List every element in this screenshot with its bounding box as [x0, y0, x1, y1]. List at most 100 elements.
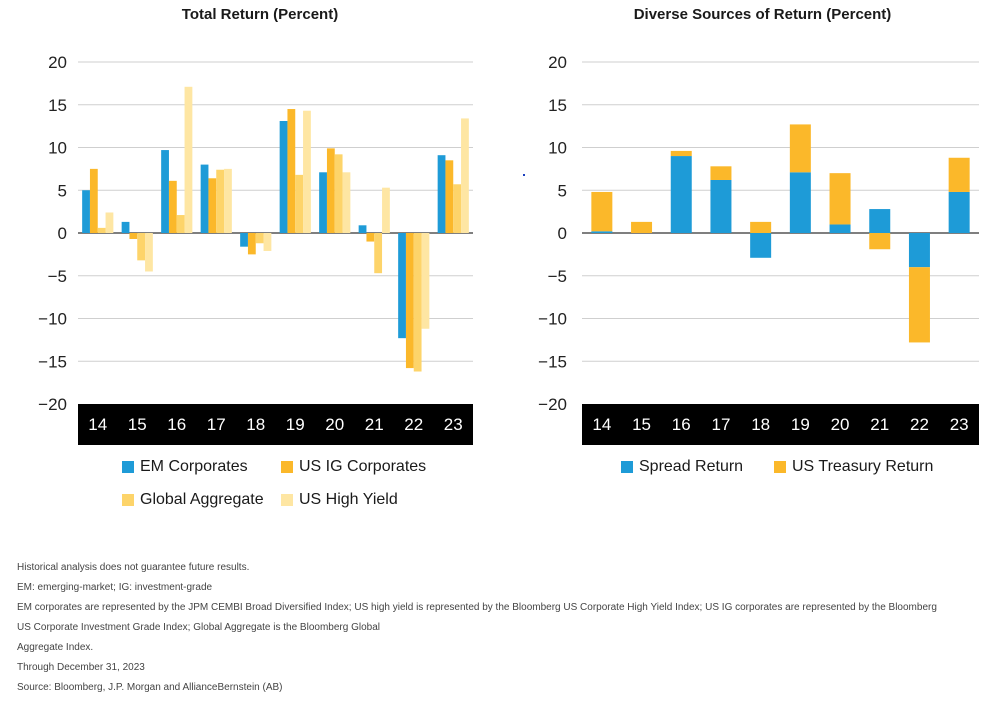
y-tick-label: 0: [58, 224, 67, 243]
bar-us-ig-corporates: [287, 109, 296, 233]
footnote-line: US Corporate Investment Grade Index; Glo…: [17, 622, 380, 633]
y-tick-label: 15: [548, 96, 567, 115]
y-tick-label: 5: [558, 181, 567, 200]
bar-us-high-yield: [224, 168, 232, 233]
y-tick-label: 20: [548, 53, 567, 72]
bar-us-treasury-return: [631, 221, 653, 233]
x-tick-label: 22: [404, 415, 423, 434]
x-tick-label: 18: [246, 415, 265, 434]
y-tick-label: −15: [538, 352, 567, 371]
bar-em-corporates: [121, 221, 130, 233]
legend-item-us-ig-corporates: US IG Corporates: [281, 458, 426, 476]
x-tick-label: 15: [128, 415, 147, 434]
bar-us-high-yield: [184, 86, 193, 233]
bar-us-high-yield: [105, 212, 114, 233]
bar-em-corporates: [279, 120, 288, 233]
y-tick-label: −15: [38, 352, 67, 371]
bar-global-aggregate: [295, 174, 304, 233]
x-tick-label: 19: [286, 415, 305, 434]
legend-swatch-spread-return: [621, 461, 633, 473]
legend-item-us-treasury-return: US Treasury Return: [774, 458, 933, 476]
legend-label: US High Yield: [299, 491, 398, 508]
x-tick-label: 19: [791, 415, 810, 434]
bar-spread-return: [591, 231, 613, 233]
y-tick-label: 5: [58, 181, 67, 200]
y-tick-label: 0: [558, 224, 567, 243]
y-tick-label: 10: [48, 139, 67, 158]
bar-us-ig-corporates: [247, 233, 256, 255]
bar-us-ig-corporates: [405, 233, 414, 369]
y-tick-label: 10: [548, 139, 567, 158]
y-tick-label: −20: [38, 395, 67, 414]
legend-swatch-global-aggregate: [122, 494, 134, 506]
bar-us-treasury-return: [710, 166, 732, 180]
y-tick-label: −10: [538, 310, 567, 329]
bar-em-corporates: [319, 172, 327, 233]
x-tick-label: 20: [831, 415, 850, 434]
bar-us-ig-corporates: [208, 178, 217, 233]
bar-us-treasury-return: [908, 267, 930, 343]
bar-global-aggregate: [97, 227, 106, 233]
x-axis-band: [78, 404, 473, 445]
bar-em-corporates: [437, 155, 446, 233]
bar-global-aggregate: [453, 184, 462, 233]
x-tick-label: 18: [751, 415, 770, 434]
left-chart-title: Total Return (Percent): [181, 6, 339, 23]
legend-label: US IG Corporates: [299, 458, 427, 475]
bar-us-ig-corporates: [89, 168, 98, 233]
footnote-line: Through December 31, 2023: [17, 662, 145, 673]
bar-us-ig-corporates: [168, 180, 177, 233]
bar-spread-return: [670, 156, 692, 233]
bar-us-ig-corporates: [366, 233, 375, 242]
y-tick-label: −20: [538, 395, 567, 414]
bar-us-treasury-return: [869, 233, 891, 250]
bar-spread-return: [948, 191, 970, 233]
footnote-line: Aggregate Index.: [17, 642, 94, 653]
bar-us-treasury-return: [670, 150, 692, 157]
bar-us-ig-corporates: [326, 148, 335, 233]
y-tick-label: −5: [48, 267, 67, 286]
bar-global-aggregate: [334, 154, 343, 233]
legend-swatch-us-ig-corporates: [281, 461, 293, 473]
bar-us-high-yield: [421, 233, 430, 329]
stray-dot: [523, 174, 525, 176]
x-tick-label: 21: [365, 415, 384, 434]
y-tick-label: 15: [48, 96, 67, 115]
bar-spread-return: [908, 233, 930, 268]
bar-us-treasury-return: [591, 191, 613, 232]
legend-item-global-aggregate: Global Aggregate: [122, 491, 264, 509]
bar-spread-return: [750, 233, 772, 258]
bar-us-treasury-return: [948, 157, 970, 192]
legend-swatch-em-corporates: [122, 461, 134, 473]
bar-us-high-yield: [263, 233, 272, 251]
bar-spread-return: [829, 224, 851, 233]
bar-global-aggregate: [216, 169, 225, 233]
x-tick-label: 23: [444, 415, 463, 434]
footnote-line: EM corporates are represented by the JPM…: [17, 602, 937, 613]
y-tick-label: 20: [48, 53, 67, 72]
sources-of-return-chart: 20 15 10 5 0 −5 −10 −15 −20 14 15 16 17 18 19 20 21 22 23: [538, 53, 979, 445]
bar-global-aggregate: [374, 233, 383, 274]
x-tick-label: 20: [325, 415, 344, 434]
x-tick-label: 23: [950, 415, 969, 434]
y-tick-label: −10: [38, 310, 67, 329]
bar-em-corporates: [200, 164, 209, 233]
x-tick-label: 16: [167, 415, 186, 434]
bar-us-treasury-return: [750, 221, 772, 233]
bar-us-treasury-return: [829, 173, 851, 225]
bar-global-aggregate: [176, 215, 185, 233]
y-tick-label: −5: [548, 267, 567, 286]
footnote-line: Historical analysis does not guarantee f…: [17, 562, 250, 573]
legend-item-em-corporates: EM Corporates: [122, 458, 248, 476]
bar-spread-return: [710, 179, 732, 233]
footnote-line: EM: emerging-market; IG: investment-grad…: [17, 582, 213, 593]
x-tick-label: 15: [632, 415, 651, 434]
x-tick-label: 17: [711, 415, 730, 434]
bar-global-aggregate: [413, 233, 422, 372]
bar-global-aggregate: [137, 233, 146, 261]
bar-us-high-yield: [382, 187, 390, 233]
footnotes: Historical analysis does not guarantee f…: [17, 558, 992, 698]
bar-us-ig-corporates: [129, 233, 138, 239]
legend-swatch-us-high-yield: [281, 494, 293, 506]
